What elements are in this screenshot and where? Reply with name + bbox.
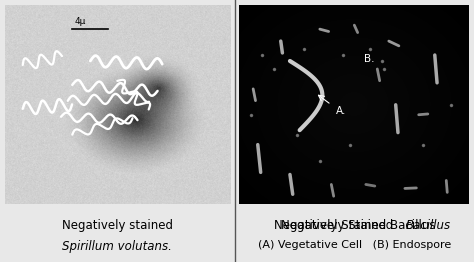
Text: Negatively stained: Negatively stained [62, 219, 173, 232]
Text: 4μ: 4μ [74, 17, 86, 26]
Text: Negatively Stained: Negatively Stained [281, 219, 397, 232]
Text: Bacillus: Bacillus [406, 219, 451, 232]
Text: Spirillum volutans.: Spirillum volutans. [63, 240, 172, 253]
Text: (A) Vegetative Cell   (B) Endospore: (A) Vegetative Cell (B) Endospore [258, 240, 451, 250]
Text: B.: B. [364, 54, 374, 64]
Text: Negatively Stained Bacillus: Negatively Stained Bacillus [273, 219, 435, 232]
Text: A.: A. [336, 106, 346, 116]
